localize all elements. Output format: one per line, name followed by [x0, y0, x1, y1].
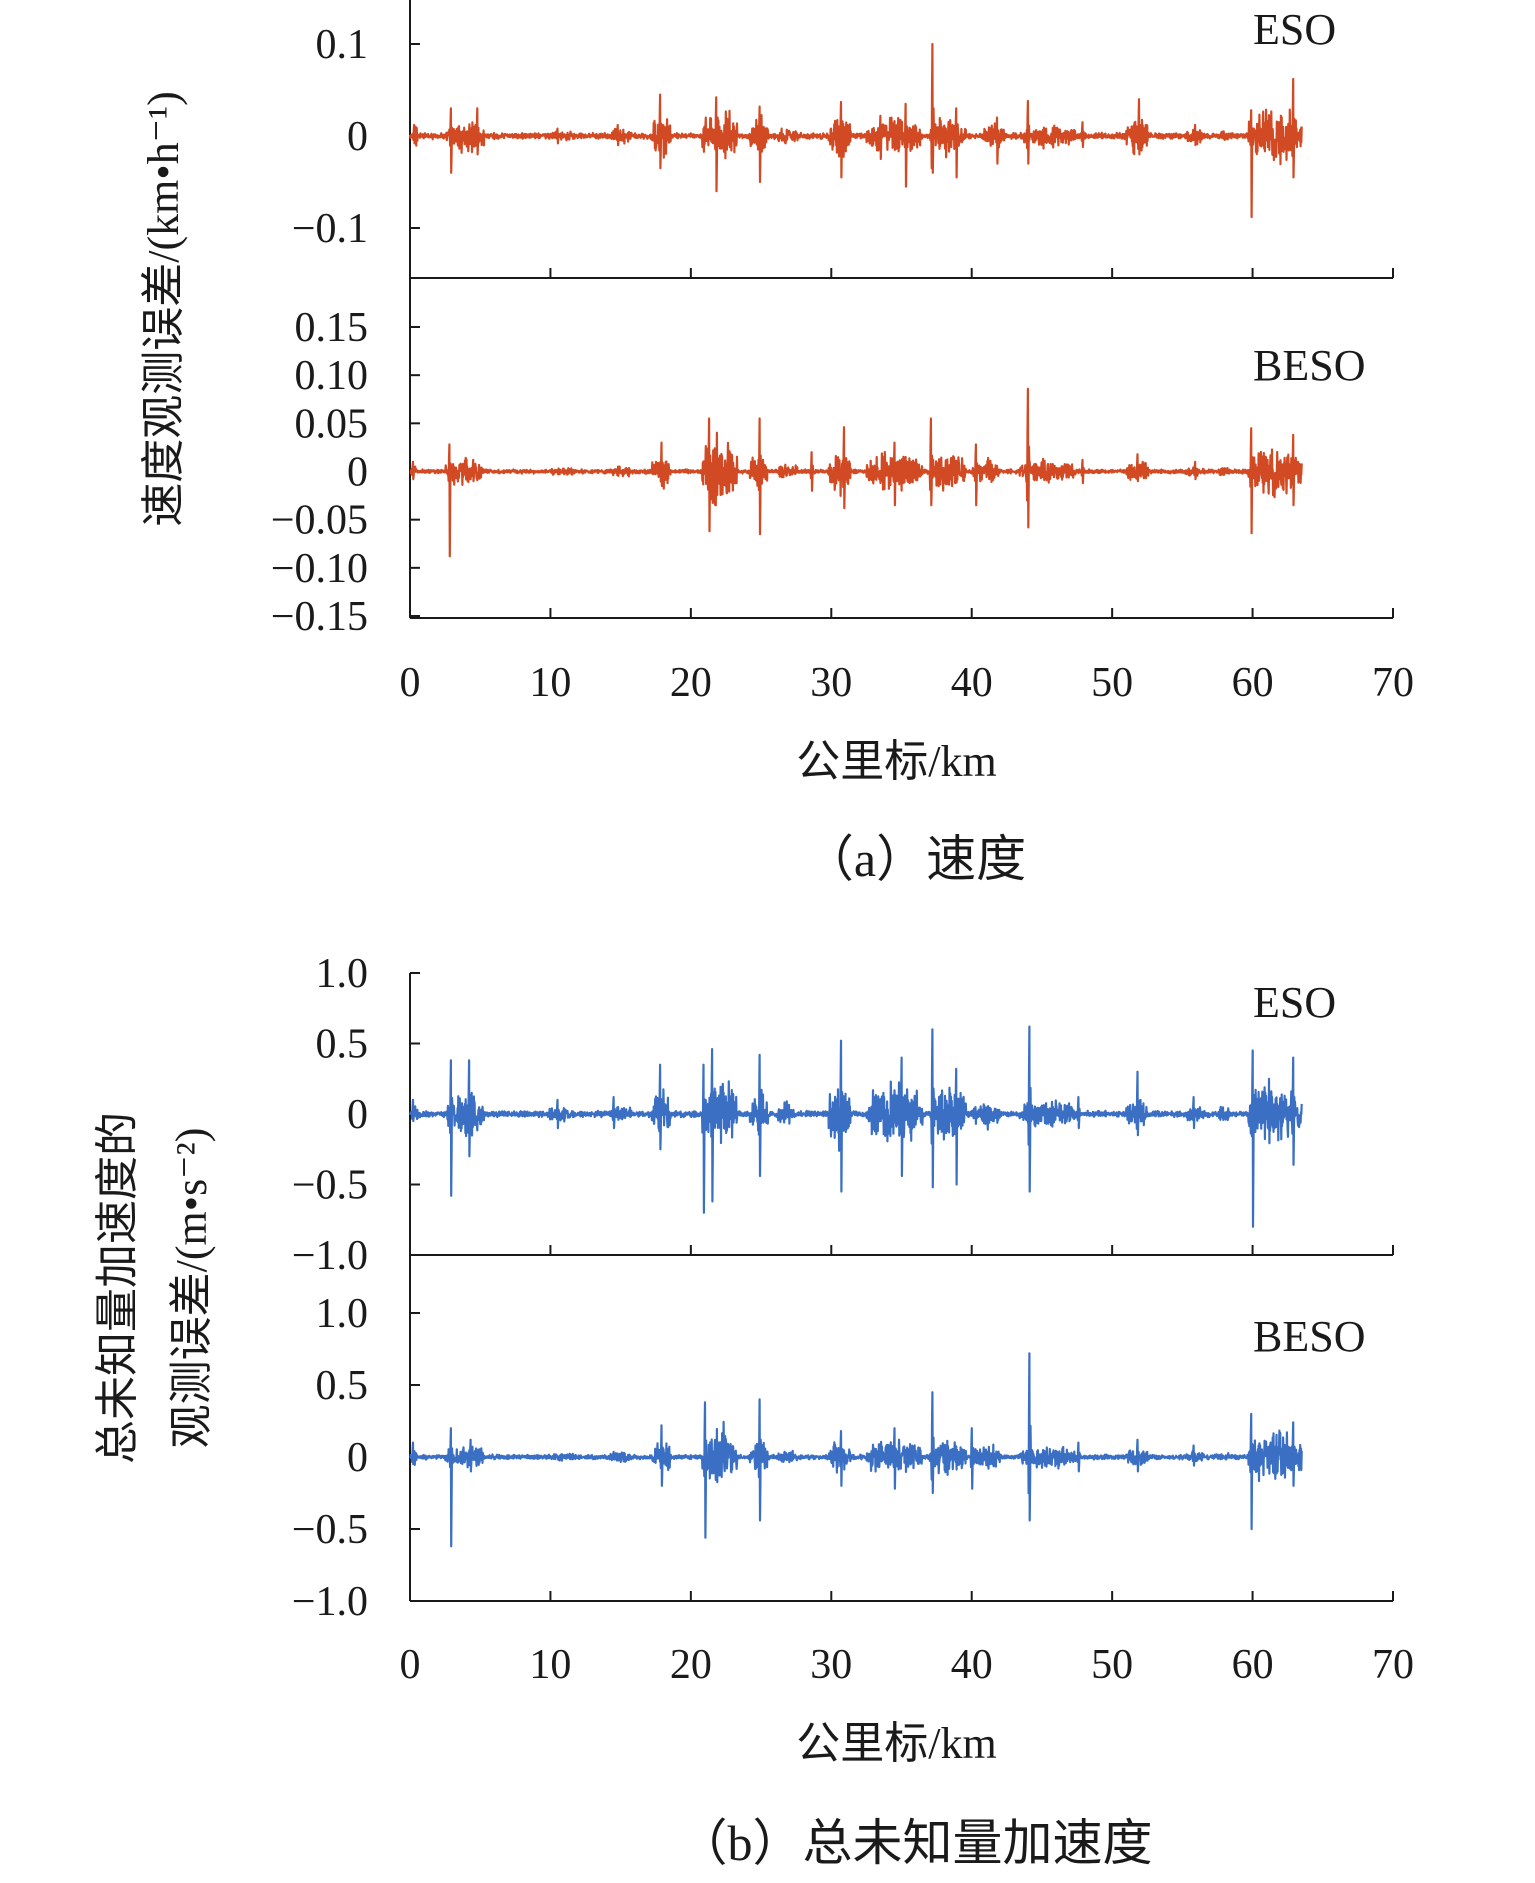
- y-tick-label: −0.5: [292, 1163, 368, 1209]
- panel-a-velocity: 0.10−0.1ESO0.150.100.050−0.05−0.10−0.15B…: [139, 0, 1414, 887]
- x-tick-label: 20: [670, 1642, 712, 1688]
- series-label-eso: ESO: [1253, 5, 1336, 54]
- y-axis-title-line-2: 观测误差/(m•s⁻²): [167, 1128, 216, 1449]
- x-tick-label: 30: [810, 660, 852, 706]
- y-tick-label: 0.5: [316, 1022, 369, 1068]
- panel-b-total-unknown-acceleration: 1.0 0.5 0 −0.5 −1.0 ESO 1.0 0.5 0 −0.5 −1.0 BESO 0 10…: [93, 951, 1414, 1871]
- y-tick-label: 0: [347, 1092, 368, 1138]
- x-tick-label: 10: [529, 1642, 571, 1688]
- x-tick-label: 70: [1372, 1642, 1414, 1688]
- x-tick-label: 50: [1091, 660, 1133, 706]
- series-label-beso: BESO: [1253, 341, 1365, 390]
- y-tick-label: 0: [347, 1435, 368, 1481]
- x-tick-label: 60: [1232, 660, 1274, 706]
- panel-caption: （a）速度: [804, 831, 1026, 887]
- y-tick-label: −0.10: [271, 546, 368, 592]
- x-tick-label: 40: [951, 1642, 993, 1688]
- x-tick-label: 30: [810, 1642, 852, 1688]
- y-tick-label: −1.0: [292, 1233, 368, 1279]
- y-tick-label: 0: [347, 450, 368, 496]
- subplot-eso: 1.0 0.5 0 −0.5 −1.0 ESO: [292, 951, 1394, 1279]
- y-tick-label: 1.0: [316, 1291, 369, 1337]
- series-line-beso: [409, 1352, 1303, 1548]
- y-tick-label: 0.05: [295, 401, 369, 447]
- series-line-eso: [408, 1025, 1303, 1228]
- x-axis-title: 公里标/km: [796, 1719, 996, 1768]
- y-tick-label: −0.15: [271, 594, 368, 640]
- series-line-beso: [409, 387, 1303, 558]
- series-label-eso: ESO: [1253, 978, 1336, 1027]
- x-tick-label: 40: [951, 660, 993, 706]
- y-tick-label: −0.5: [292, 1507, 368, 1553]
- y-tick-label: −0.1: [292, 206, 368, 252]
- y-tick-label: 0.1: [316, 22, 369, 68]
- y-axis-title-line-1: 总未知量加速度的: [93, 1112, 142, 1464]
- series-line-eso: [408, 42, 1303, 219]
- series-label-beso: BESO: [1253, 1312, 1365, 1361]
- x-tick-label: 0: [400, 660, 421, 706]
- x-tick-label: 60: [1232, 1642, 1274, 1688]
- y-tick-label: 0: [347, 114, 368, 160]
- subplot-beso: 1.0 0.5 0 −0.5 −1.0 BESO: [292, 1255, 1394, 1625]
- x-axis-title: 公里标/km: [796, 737, 996, 786]
- x-tick-label: 50: [1091, 1642, 1133, 1688]
- y-axis-title: 速度观测误差/(km•h⁻¹): [139, 91, 188, 527]
- x-tick-label: 10: [529, 660, 571, 706]
- x-tick-label: 0: [400, 1642, 421, 1688]
- y-tick-label: 1.0: [316, 951, 369, 997]
- y-tick-label: 0.10: [295, 353, 369, 399]
- x-tick-label: 70: [1372, 660, 1414, 706]
- y-tick-label: −1.0: [292, 1579, 368, 1625]
- y-tick-label: 0.15: [295, 305, 369, 351]
- y-tick-label: −0.05: [271, 498, 368, 544]
- subplot-eso: 0.1 0 −0.1 ESO: [292, 0, 1394, 279]
- x-tick-label: 20: [670, 660, 712, 706]
- subplot-beso: 0.150.100.050−0.05−0.10−0.15 BESO: [271, 278, 1394, 640]
- panel-caption: （b）总未知量加速度: [678, 1815, 1153, 1871]
- y-tick-label: 0.5: [316, 1363, 369, 1409]
